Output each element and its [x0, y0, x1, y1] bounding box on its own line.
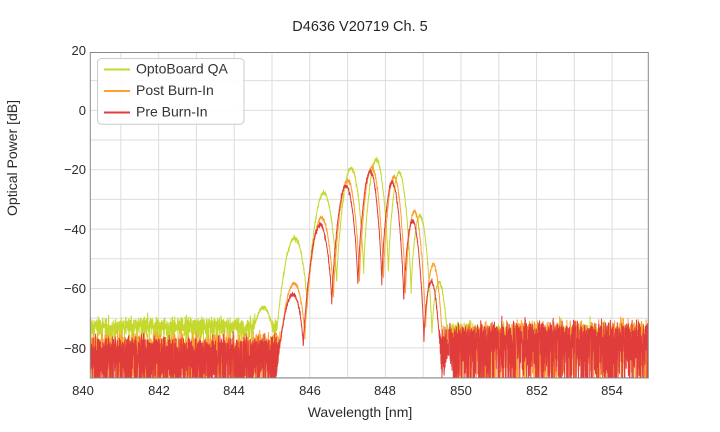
- svg-text:Post Burn-In: Post Burn-In: [136, 82, 214, 98]
- svg-text:OptoBoard QA: OptoBoard QA: [136, 61, 228, 77]
- svg-text:Pre Burn-In: Pre Burn-In: [136, 104, 208, 120]
